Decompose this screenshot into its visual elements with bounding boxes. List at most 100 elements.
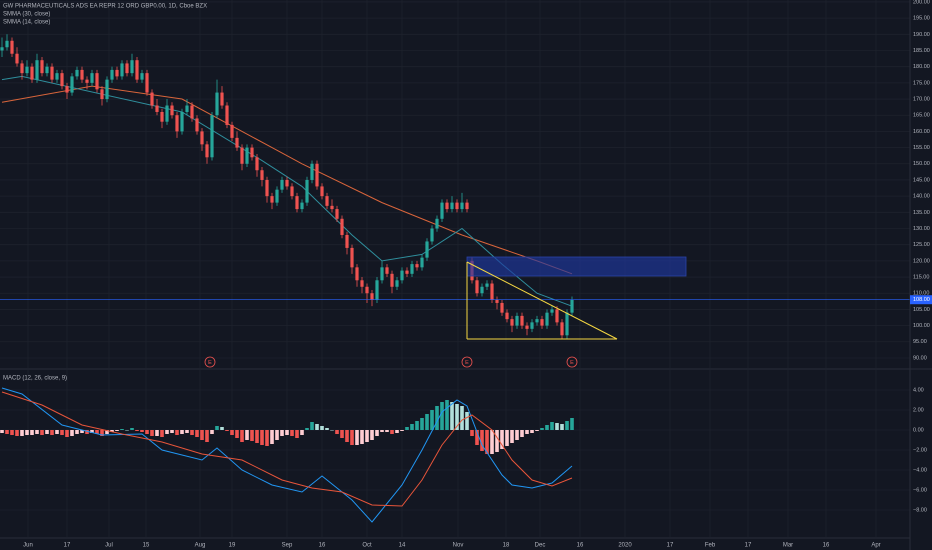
candle-body	[345, 234, 349, 248]
candle-body	[135, 60, 139, 80]
candle-body	[475, 280, 479, 294]
event-marker[interactable]	[204, 356, 216, 368]
histogram-bar	[480, 430, 484, 451]
histogram-bar	[505, 430, 509, 446]
histogram-bar	[220, 427, 224, 430]
candle-body	[310, 163, 314, 180]
candle-body	[210, 115, 214, 158]
candle-body	[95, 73, 99, 90]
histogram-bar	[25, 430, 29, 435]
histogram-bar	[395, 430, 399, 433]
candle-body	[505, 312, 509, 320]
indicator-line	[1, 387, 573, 523]
histogram-bar	[115, 430, 119, 431]
histogram-bar	[370, 430, 374, 440]
y-tick-label: 145.00	[913, 177, 930, 183]
histogram-bar	[275, 430, 279, 440]
candle-body	[200, 131, 204, 145]
y-tick-label: 0.00	[913, 427, 924, 433]
candle-body	[430, 228, 434, 242]
y-tick-label: 195.00	[913, 16, 930, 22]
histogram-bar	[435, 406, 439, 430]
histogram-bar	[295, 430, 299, 438]
histogram-bar	[240, 430, 244, 442]
y-tick-label: 170.00	[913, 96, 930, 102]
histogram-bar	[545, 425, 549, 430]
candle-body	[120, 63, 124, 77]
candle-body	[360, 280, 364, 287]
candle-body	[415, 264, 419, 268]
grid	[0, 0, 910, 537]
histogram-bar	[185, 430, 189, 433]
candle-body	[445, 202, 449, 210]
histogram-bar	[530, 430, 534, 433]
candle-body	[495, 299, 499, 303]
histogram-bar	[85, 430, 89, 434]
indicator-title[interactable]: MACD (12, 26, close, 9)	[3, 376, 67, 382]
candle-body	[0, 47, 4, 51]
y-tick-label: 105.00	[913, 307, 930, 313]
x-tick-label: Jul	[105, 543, 113, 549]
y-tick-label: 200.00	[913, 0, 930, 5]
candle-body	[70, 76, 74, 93]
candle-body	[55, 73, 59, 80]
histogram-bar	[460, 406, 464, 430]
histogram-bar	[360, 430, 364, 444]
histogram-bar	[10, 430, 14, 435]
candle-body	[565, 312, 569, 336]
candle-body	[225, 105, 229, 125]
candle-body	[300, 202, 304, 210]
event-label: E	[208, 360, 212, 366]
y-tick-label: 130.00	[913, 226, 930, 232]
histogram-bar	[130, 428, 134, 430]
candle-body	[540, 319, 544, 326]
candle-body	[155, 105, 159, 112]
candle-body	[535, 319, 539, 323]
histogram-bar	[40, 430, 44, 435]
candle-body	[20, 63, 24, 74]
y-tick-label: 2.00	[913, 407, 924, 413]
candle-body	[105, 79, 109, 100]
candle-body	[255, 157, 259, 171]
histogram-bar	[50, 430, 54, 435]
y-tick-label: −8.00	[913, 507, 927, 513]
candle-body	[455, 202, 459, 210]
histogram-bar	[335, 430, 339, 434]
event-marker[interactable]	[566, 356, 578, 368]
candle-body	[250, 147, 254, 158]
histogram-bar	[170, 430, 174, 433]
events: E E E	[204, 356, 578, 368]
y-tick-label: 135.00	[913, 210, 930, 216]
histogram-bar	[365, 430, 369, 442]
histogram-bar	[200, 430, 204, 440]
candle-body	[295, 196, 299, 210]
candle-body	[325, 196, 329, 206]
histogram-bar	[350, 430, 354, 445]
candle-body	[35, 60, 39, 80]
legend-entry[interactable]: SMMA (30, close)	[3, 12, 50, 18]
zone-box	[466, 256, 687, 277]
histogram-bar	[245, 430, 249, 440]
histogram-bar	[325, 428, 329, 430]
histogram-bar	[565, 421, 569, 430]
indicator-line	[1, 85, 573, 275]
candle-body	[425, 241, 429, 258]
histogram-bar	[270, 430, 274, 444]
histogram-bar	[310, 422, 314, 430]
candle-body	[145, 73, 149, 93]
legend-entry[interactable]: SMMA (14, close)	[3, 20, 50, 26]
candle-body	[265, 179, 269, 197]
candle-body	[320, 186, 324, 197]
histogram-bar	[380, 430, 384, 432]
histogram-bar	[535, 430, 539, 431]
event-marker[interactable]	[461, 356, 473, 368]
candle-body	[515, 315, 519, 326]
candle-body	[150, 92, 154, 106]
candle-body	[400, 270, 404, 281]
x-tick-label: 17	[745, 543, 752, 549]
candle-body	[350, 247, 354, 268]
candle-body	[170, 105, 174, 116]
histogram-bar	[410, 424, 414, 430]
